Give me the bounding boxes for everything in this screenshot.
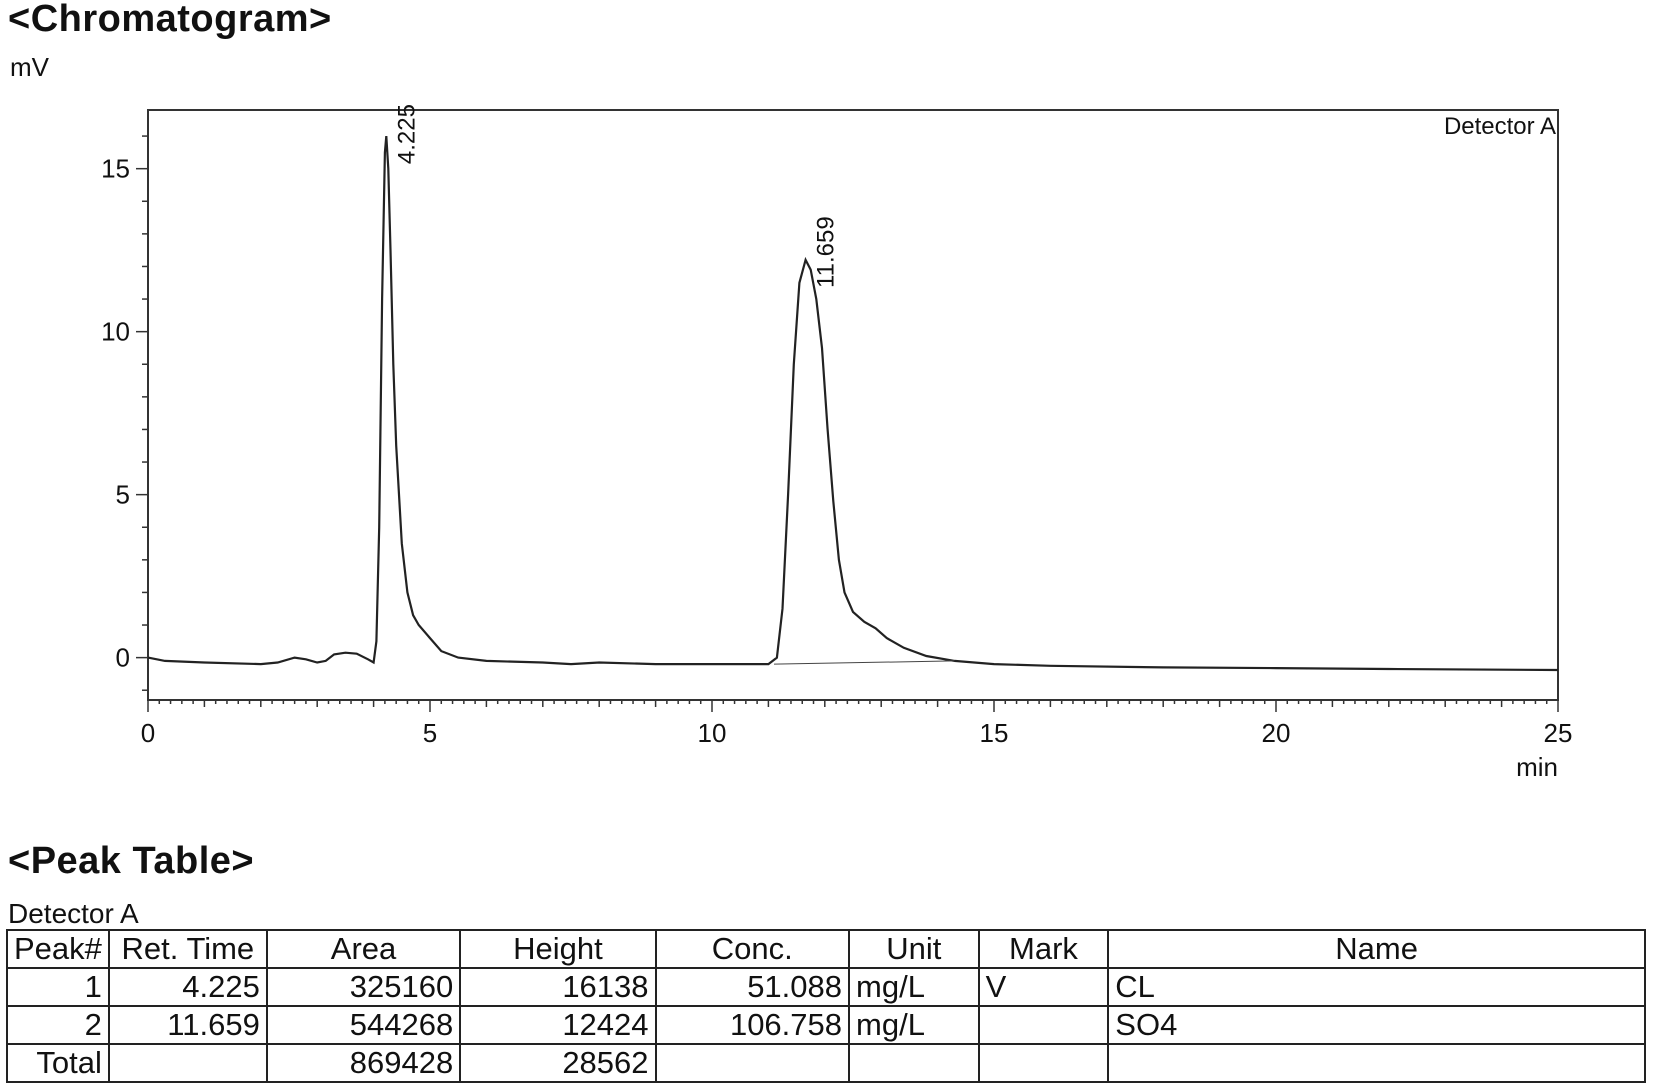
y-axis-unit: mV <box>10 52 49 82</box>
x-tick-label: 15 <box>980 718 1009 748</box>
peak-retention-label: 11.659 <box>813 216 840 288</box>
cell-conc: 106.758 <box>654 1005 851 1045</box>
peak-table-header-row: Peak# Ret. Time Area Height Conc. Unit M… <box>6 929 1646 969</box>
table-total-row: Total 869428 28562 <box>6 1043 1646 1083</box>
cell-unit: mg/L <box>848 967 980 1007</box>
plot-frame <box>147 109 1559 701</box>
peak-retention-label: 4.225 <box>393 104 420 164</box>
cell-peak: 2 <box>6 1005 110 1045</box>
cell-empty <box>977 1043 1110 1083</box>
detector-label: Detector A <box>1444 113 1556 140</box>
cell-name: SO4 <box>1107 1005 1646 1045</box>
peak-baseline <box>774 660 955 665</box>
cell-empty <box>848 1043 980 1083</box>
cell-empty <box>1107 1043 1646 1083</box>
cell-empty <box>654 1043 851 1083</box>
cell-height: 12424 <box>459 1005 657 1045</box>
x-tick-label: 10 <box>698 718 727 748</box>
detector-a-trace <box>147 136 1559 672</box>
x-tick-label: 20 <box>1262 718 1291 748</box>
y-axis-ticks: 0 5 10 15 <box>101 135 148 691</box>
col-header-peak: Peak# <box>6 929 110 969</box>
x-tick-label: 0 <box>141 718 155 748</box>
table-row: 1 4.225 325160 16138 51.088 mg/L V CL <box>6 967 1646 1007</box>
cell-name: CL <box>1107 967 1646 1007</box>
cell-unit: mg/L <box>848 1005 980 1045</box>
x-tick-label: 25 <box>1544 718 1573 748</box>
cell-total-label: Total <box>6 1043 110 1083</box>
cell-conc: 51.088 <box>654 967 851 1007</box>
peak-table-detector: Detector A <box>8 898 139 929</box>
cell-ret-time: 11.659 <box>107 1005 268 1045</box>
y-tick-label: 0 <box>116 643 130 673</box>
x-axis-ticks: 0 5 10 15 20 25 <box>141 700 1573 748</box>
chromatogram-title: <Chromatogram> <box>8 0 332 40</box>
y-tick-label: 10 <box>101 317 130 347</box>
cell-height: 16138 <box>459 967 657 1007</box>
cell-ret-time: 4.225 <box>107 967 268 1007</box>
cell-area: 325160 <box>265 967 462 1007</box>
col-header-height: Height <box>459 929 657 969</box>
col-header-mark: Mark <box>977 929 1110 969</box>
peak-annotations: 4.225 11.659 <box>393 104 839 288</box>
cell-empty <box>107 1043 268 1083</box>
y-tick-label: 15 <box>101 154 130 184</box>
chromatogram-chart: 0 5 10 15 20 25 0 5 10 15 4.225 11.659 Detector A… <box>101 104 1573 782</box>
x-tick-label: 5 <box>423 718 437 748</box>
cell-peak: 1 <box>6 967 110 1007</box>
cell-total-area: 869428 <box>265 1043 462 1083</box>
cell-mark: V <box>977 967 1110 1007</box>
cell-total-height: 28562 <box>459 1043 657 1083</box>
col-header-ret-time: Ret. Time <box>107 929 268 969</box>
col-header-conc: Conc. <box>654 929 851 969</box>
cell-mark <box>977 1005 1110 1045</box>
col-header-unit: Unit <box>848 929 980 969</box>
cell-area: 544268 <box>265 1005 462 1045</box>
y-tick-label: 5 <box>116 480 130 510</box>
col-header-area: Area <box>265 929 462 969</box>
x-axis-unit: min <box>1516 752 1558 782</box>
peak-table: Peak# Ret. Time Area Height Conc. Unit M… <box>6 929 1646 1083</box>
col-header-name: Name <box>1107 929 1646 969</box>
table-row: 2 11.659 544268 12424 106.758 mg/L SO4 <box>6 1005 1646 1045</box>
peak-table-title: <Peak Table> <box>8 840 255 882</box>
